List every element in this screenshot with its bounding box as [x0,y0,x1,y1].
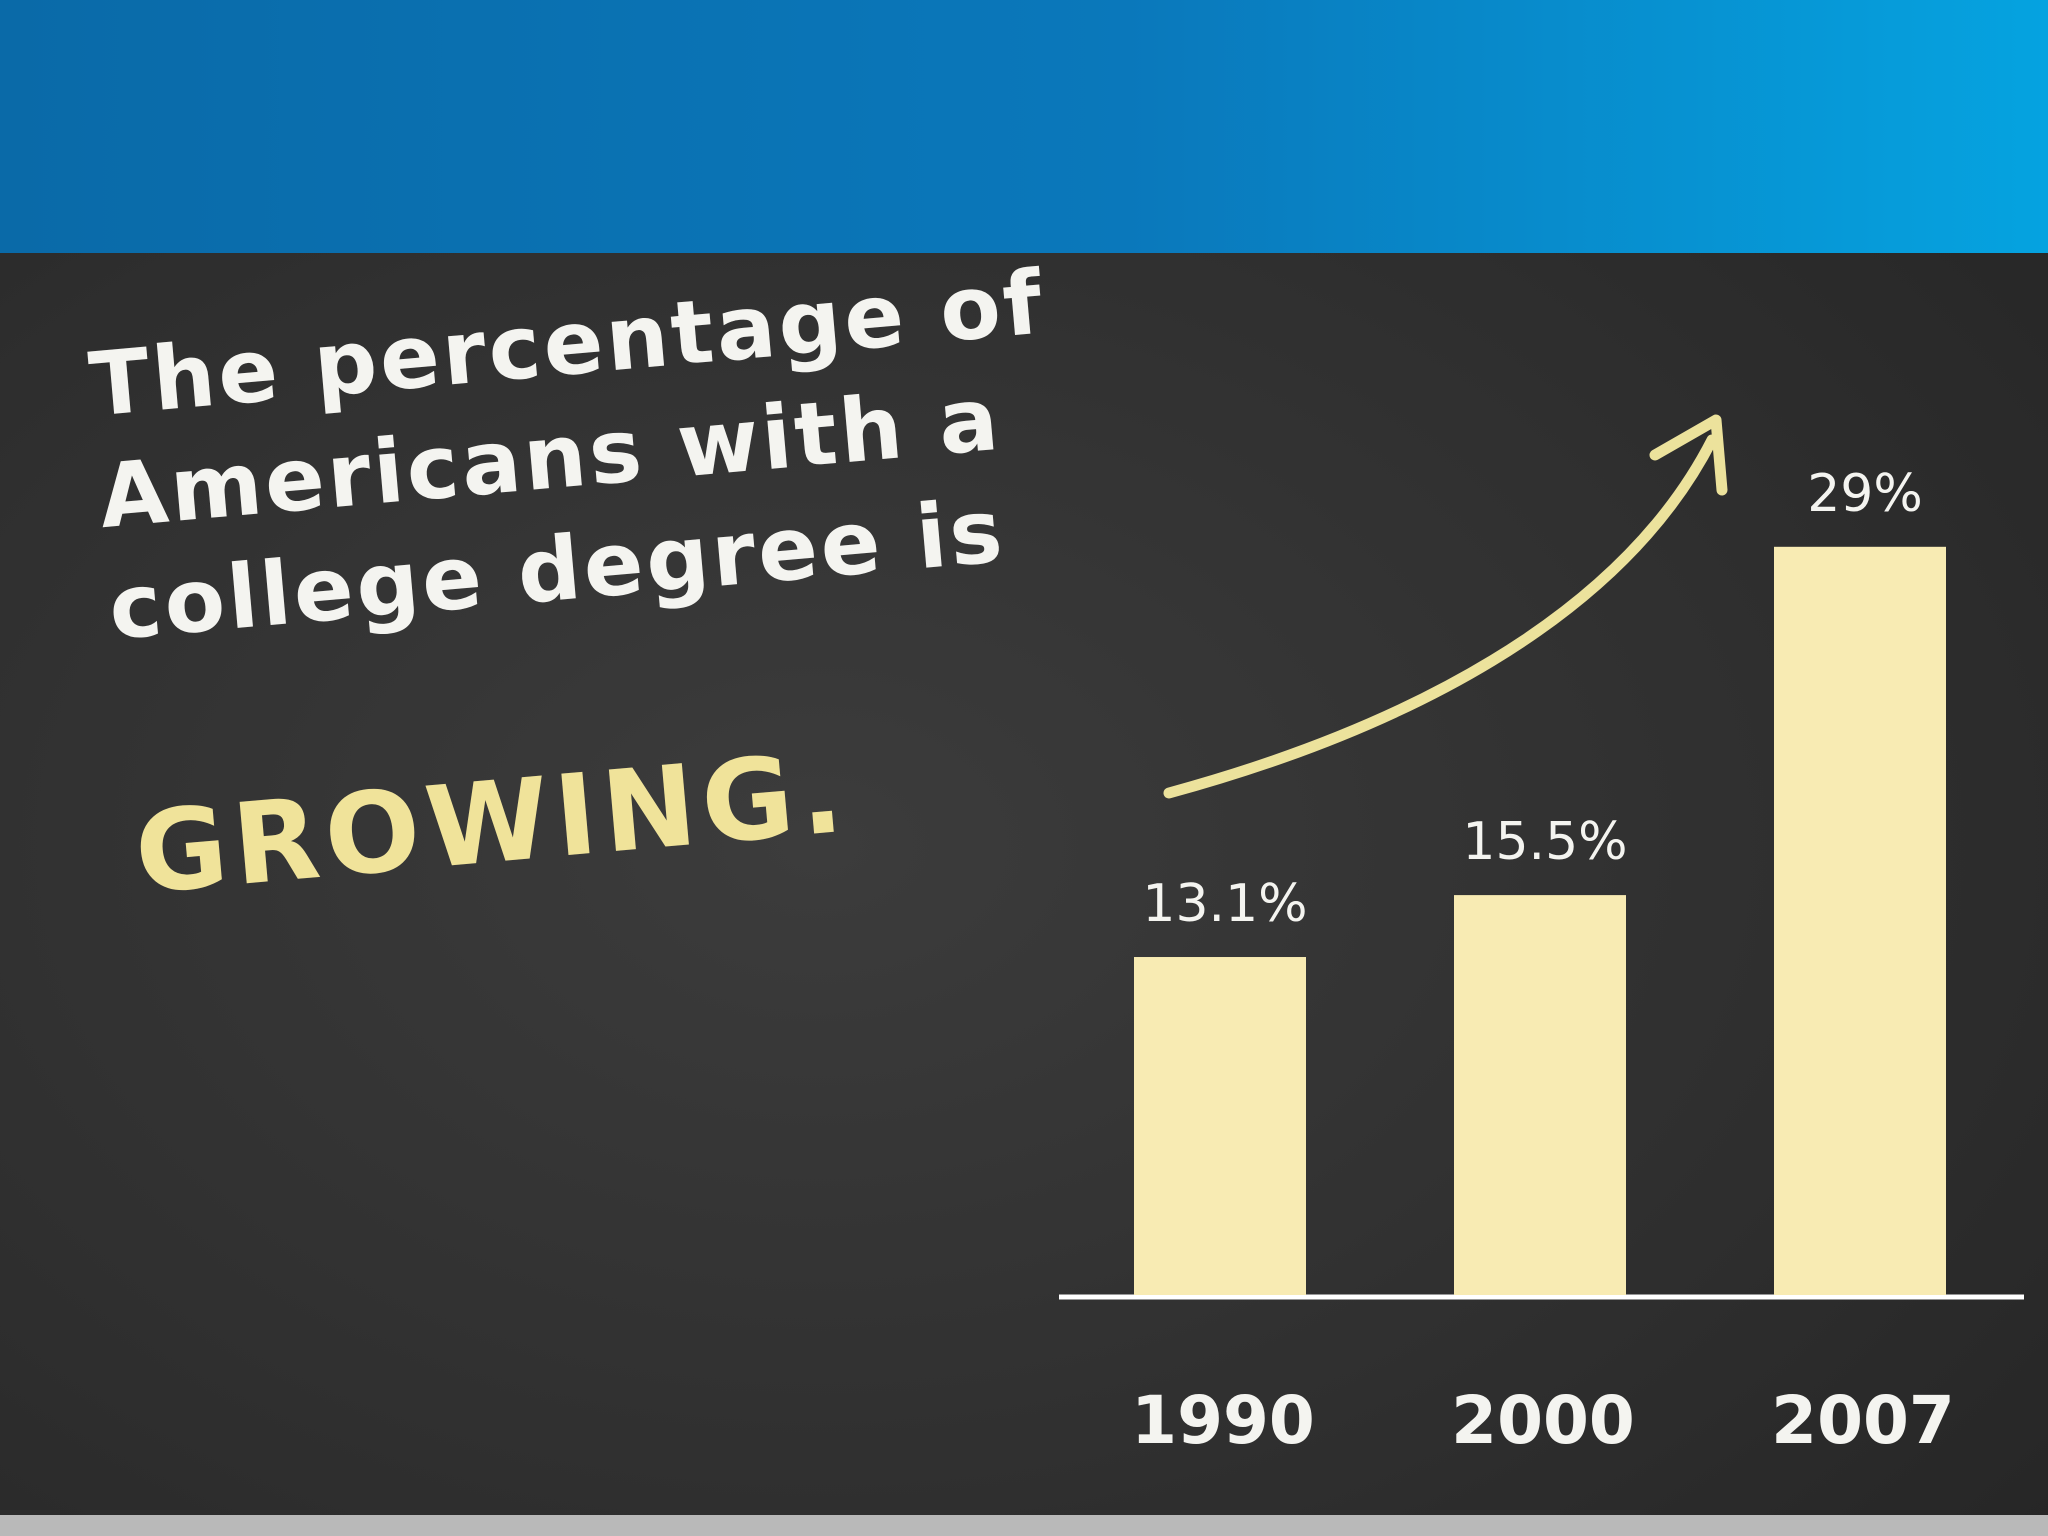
footer-bar [0,1515,2048,1536]
bar [1774,546,1946,1295]
x-tick-label: 1990 [1131,1382,1315,1459]
bar [1134,957,1306,1295]
x-tick-label: 2007 [1771,1382,1955,1459]
x-tick-label: 2000 [1451,1382,1635,1459]
value-label: 13.1% [1142,874,1307,934]
value-label: 29% [1807,464,1923,524]
bar [1454,895,1626,1295]
arrow-head [1649,414,1728,496]
arrow [1163,434,1718,799]
value-label: 15.5% [1462,812,1627,872]
header-bar [0,0,2048,253]
